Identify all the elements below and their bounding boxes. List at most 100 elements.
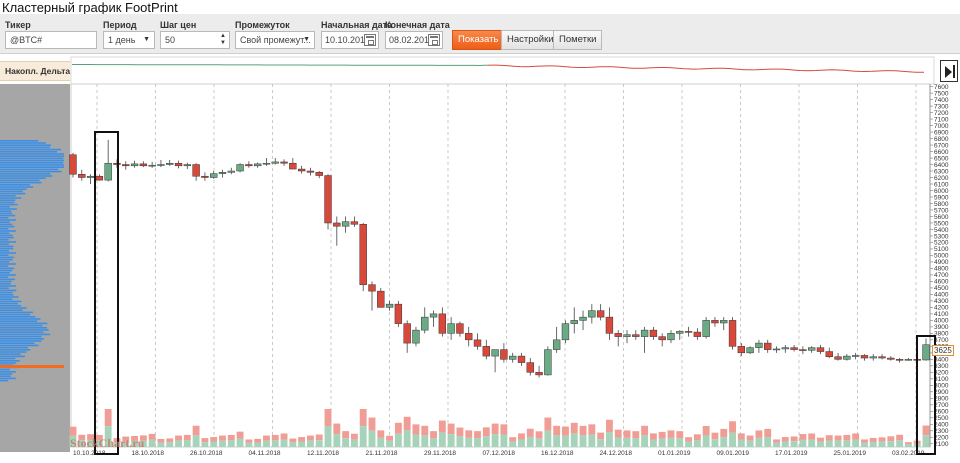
volume-profile-bar: [0, 173, 51, 175]
volume-bar-sell: [210, 437, 218, 442]
volume-bar-buy: [746, 440, 754, 447]
y-tick-label: 7000: [934, 123, 949, 130]
chevron-down-icon: ▼: [143, 36, 150, 43]
candle-body: [808, 347, 816, 351]
y-tick-label: 6000: [934, 188, 949, 195]
volume-bar-sell: [254, 438, 262, 443]
candle-body: [623, 334, 631, 337]
volume-profile-bar: [0, 360, 20, 362]
notes-button[interactable]: Пометки: [553, 30, 603, 50]
volume-bar-sell: [605, 419, 613, 433]
volume-bar-buy: [605, 432, 613, 447]
volume-bar-buy: [95, 440, 103, 447]
volume-profile-bar: [0, 217, 9, 219]
volume-profile-bar: [0, 261, 10, 263]
volume-profile-bar: [0, 245, 14, 248]
volume-profile-bar: [0, 331, 44, 333]
start-date-input[interactable]: 10.10.2018: [321, 31, 379, 49]
volume-bar-sell: [562, 426, 569, 436]
candle-body: [210, 173, 218, 178]
candle-body: [728, 320, 737, 347]
skip-forward-icon[interactable]: [940, 60, 958, 82]
y-tick-label: 3800: [934, 331, 949, 338]
volume-bar-buy: [148, 439, 156, 447]
volume-bar-sell: [430, 431, 437, 439]
price-step-stepper[interactable]: 50 ▲ ▼: [160, 31, 230, 49]
volume-bar-sell: [95, 434, 103, 441]
volume-bar-sell: [544, 417, 552, 431]
volume-bar-buy: [781, 441, 789, 447]
y-tick-label: 4700: [934, 272, 949, 279]
volume-profile-bar: [0, 208, 17, 210]
volume-profile-bar: [0, 188, 27, 190]
volume-profile-bar: [0, 206, 10, 208]
volume-bar-sell: [764, 428, 772, 438]
volume-bar-sell: [896, 434, 904, 441]
volume-bar-buy: [676, 438, 684, 447]
volume-bar-sell: [649, 433, 657, 440]
volume-bar-sell: [509, 437, 517, 442]
volume-bar-buy: [412, 434, 420, 447]
volume-bar-buy: [878, 441, 886, 447]
volume-bar-buy: [78, 440, 86, 447]
candle-body: [130, 163, 139, 167]
range-select[interactable]: Свой промежут... ▼: [235, 31, 315, 49]
volume-bar-buy: [852, 439, 860, 447]
period-select[interactable]: 1 день ▼: [103, 31, 155, 49]
volume-bar-buy: [447, 434, 455, 447]
delta-line-negative: [487, 64, 925, 73]
volume-profile-bar: [0, 371, 16, 373]
volume-bar-buy: [526, 436, 534, 447]
volume-profile-bar: [0, 298, 13, 300]
volume-bar-sell: [69, 426, 77, 436]
calendar-icon[interactable]: [364, 34, 376, 46]
volume-bar-buy: [887, 441, 895, 447]
volume-bar-buy: [896, 440, 904, 447]
candle-body: [86, 175, 95, 178]
volume-bar-buy: [562, 435, 569, 447]
y-tick-label: 7300: [934, 103, 949, 110]
volume-profile-bar: [0, 192, 26, 195]
y-tick-label: 6600: [934, 149, 949, 156]
volume-bar-sell: [192, 425, 200, 436]
volume-profile-bar: [0, 214, 16, 217]
volume-bar-buy: [421, 435, 429, 447]
volume-bar-buy: [737, 439, 745, 447]
end-date-input[interactable]: 08.02.2019: [385, 31, 443, 49]
volume-bar-buy: [219, 440, 226, 447]
x-tick-label: 12.11.2018: [307, 450, 339, 457]
volume-profile-bar: [0, 166, 64, 168]
calendar-icon[interactable]: [428, 34, 440, 46]
candle-body: [737, 346, 746, 354]
volume-bar-sell: [773, 439, 780, 443]
candle-body: [174, 162, 183, 167]
volume-bar-sell: [227, 434, 235, 441]
volume-bar-buy: [544, 430, 552, 447]
ticker-input[interactable]: @BTC#: [5, 31, 97, 49]
volume-bar-buy: [808, 439, 816, 447]
volume-profile-bar: [0, 157, 64, 160]
volume-bar-sell: [447, 423, 455, 435]
volume-profile-bar: [0, 254, 9, 256]
volume-profile-bar: [0, 159, 64, 162]
volume-bar-buy: [861, 442, 868, 447]
volume-profile-bar: [0, 181, 42, 184]
volume-profile-bar: [0, 285, 16, 287]
candle-body: [570, 320, 578, 324]
candle-body: [139, 163, 148, 167]
volume-bar-buy: [843, 440, 851, 447]
volume-bar-buy: [869, 442, 877, 447]
candle-body: [720, 320, 728, 324]
candle-body: [851, 355, 860, 357]
candle-body: [183, 164, 191, 167]
volume-bar-buy: [342, 438, 350, 447]
price-step-label: Шаг цен: [160, 20, 197, 30]
candle-body: [394, 303, 403, 324]
spinner-icon[interactable]: ▲ ▼: [220, 33, 226, 46]
volume-bar-sell: [535, 431, 543, 439]
volume-profile-bar: [0, 269, 12, 272]
volume-bar-buy: [799, 439, 807, 447]
volume-bar-sell: [474, 431, 481, 439]
volume-bar-buy: [289, 442, 297, 447]
